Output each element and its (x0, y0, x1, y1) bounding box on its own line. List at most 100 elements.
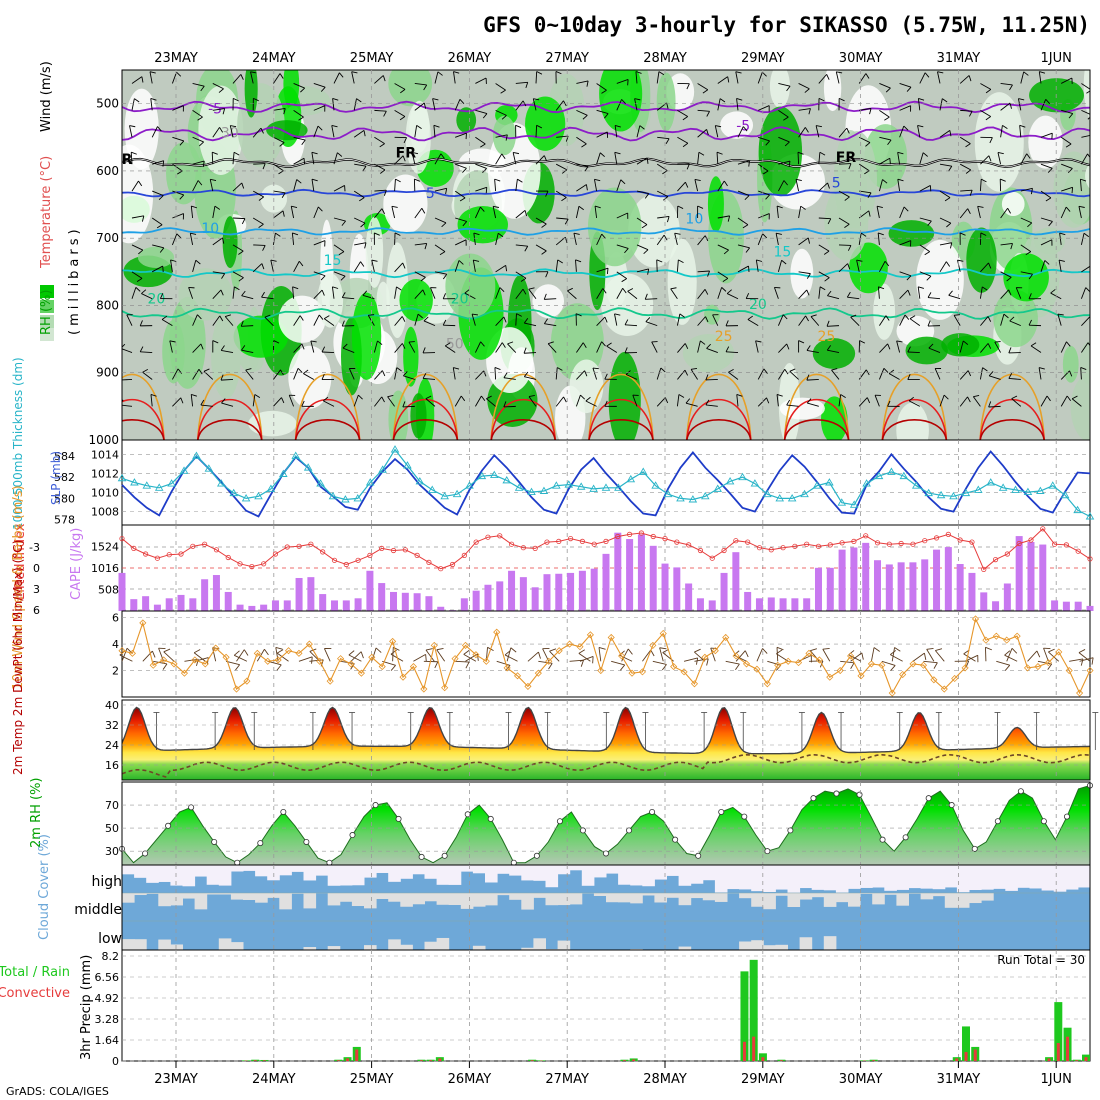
wind-barb-flag (745, 247, 750, 253)
wind-barb (616, 271, 627, 279)
wind-barb (353, 130, 365, 138)
thickness-marker (688, 495, 698, 503)
wind-barb (436, 649, 446, 662)
wind-barb-flag (980, 232, 987, 236)
wind-speed-marker (170, 660, 178, 668)
wind-barb-flag (667, 216, 670, 223)
wind-barb (881, 660, 896, 666)
wind-barb (712, 314, 719, 326)
wind-barb (651, 341, 658, 353)
wind-barb-flag (399, 116, 406, 121)
rh-marker (579, 827, 586, 834)
wind-barb (555, 367, 558, 380)
cloud-low-gap (521, 947, 534, 950)
day-label-bottom: 1JUN (1041, 1072, 1072, 1087)
wind-barb (276, 652, 289, 662)
wind-barb (573, 233, 577, 246)
wind-speed-marker (742, 660, 751, 668)
lifted-index-marker (603, 538, 609, 545)
cloud-middle-gap (751, 893, 764, 907)
wind-barb (293, 368, 299, 380)
wind-speed-marker (180, 669, 189, 677)
thickness-marker (1060, 490, 1070, 499)
cloud-middle-gap (606, 893, 619, 903)
lifted-index-marker (686, 542, 692, 548)
rh-patch (445, 253, 496, 320)
wind-barb (737, 126, 744, 138)
wind-barb (888, 373, 900, 380)
wind-barb-flag (240, 320, 244, 327)
thickness-marker (763, 489, 772, 498)
rh-marker (188, 804, 195, 811)
wind-speed-marker (378, 663, 386, 671)
wind-barb-flag (1071, 187, 1074, 194)
wind-barb-flag (927, 220, 932, 226)
lifted-index-marker (827, 542, 833, 548)
lifted-index-marker (1075, 548, 1081, 554)
precip-convective-bar (1075, 1060, 1079, 1061)
wind-barb (736, 394, 739, 407)
rh-patch (1003, 253, 1049, 302)
cloud-high-gap (206, 865, 220, 885)
wind-barb (879, 83, 891, 89)
wind-barb-flag (937, 71, 944, 74)
wind-barb (676, 313, 681, 326)
cloud-high-gap (400, 865, 413, 879)
cloud-low-gap (763, 945, 776, 950)
wind-barb-flag (396, 286, 402, 291)
wind-barb (616, 212, 628, 219)
wind-barb-flag (241, 345, 246, 351)
wind-barb-flag (706, 129, 709, 136)
thickness-marker (1011, 485, 1020, 493)
wind-barb-flag (656, 259, 663, 263)
wind-barb (776, 206, 779, 219)
cape-bar (271, 600, 279, 611)
thickness-marker (974, 485, 983, 493)
wind-barb-flag (721, 287, 727, 292)
wind-barb-flag (805, 315, 809, 322)
wind-barb-flag (505, 265, 508, 272)
wind-barb-flag (402, 401, 406, 408)
wind-barb-flag (1059, 232, 1066, 236)
wind-barb (1081, 134, 1090, 138)
wind-barb-flag (1083, 232, 1090, 238)
cloud-middle-gap (351, 893, 365, 907)
rh-patch (758, 106, 803, 197)
wind-barb (714, 125, 719, 138)
wind-barb-flag (473, 232, 480, 236)
wind-speed-marker (1086, 666, 1094, 675)
wind-barb-flag (425, 395, 432, 400)
lifted-index-marker (910, 541, 916, 547)
wind-barb-flag (276, 664, 282, 671)
wind-barb (757, 397, 767, 407)
wind-barb (486, 398, 496, 407)
wind-barb-flag (847, 245, 852, 251)
wind-barb (149, 71, 153, 84)
lifted-index-marker (225, 554, 231, 561)
wind-barb-flag (922, 152, 928, 157)
wind-barb-flag (967, 208, 971, 215)
thickness-marker (887, 467, 896, 475)
lifted-index-marker (272, 551, 279, 557)
wind-barb (220, 379, 234, 381)
thickness-marker (477, 471, 487, 480)
cloud-middle-gap (702, 893, 716, 901)
rh-marker (856, 791, 863, 798)
wind-barb-flag (536, 71, 543, 75)
wind-barb-flag (1007, 208, 1011, 214)
wind-speed-marker (701, 653, 709, 661)
lifted-index-axis-label: Lifted Index (13, 523, 28, 600)
cloud-low-gap (751, 940, 764, 950)
wind-barb (939, 217, 952, 224)
wind-barb-flag (212, 151, 218, 155)
cape-bar (826, 567, 834, 611)
wind-barb (130, 152, 133, 165)
wind-barb-flag (747, 315, 754, 320)
isotherm-lobe (881, 419, 948, 440)
wind-barb (211, 152, 214, 165)
wind-barb-flag (735, 663, 740, 670)
wind-barb-flag (598, 646, 606, 650)
day-label-bottom: 25MAY (350, 1072, 394, 1087)
wind-barb-flag (233, 151, 240, 156)
wind-barb (859, 190, 872, 194)
